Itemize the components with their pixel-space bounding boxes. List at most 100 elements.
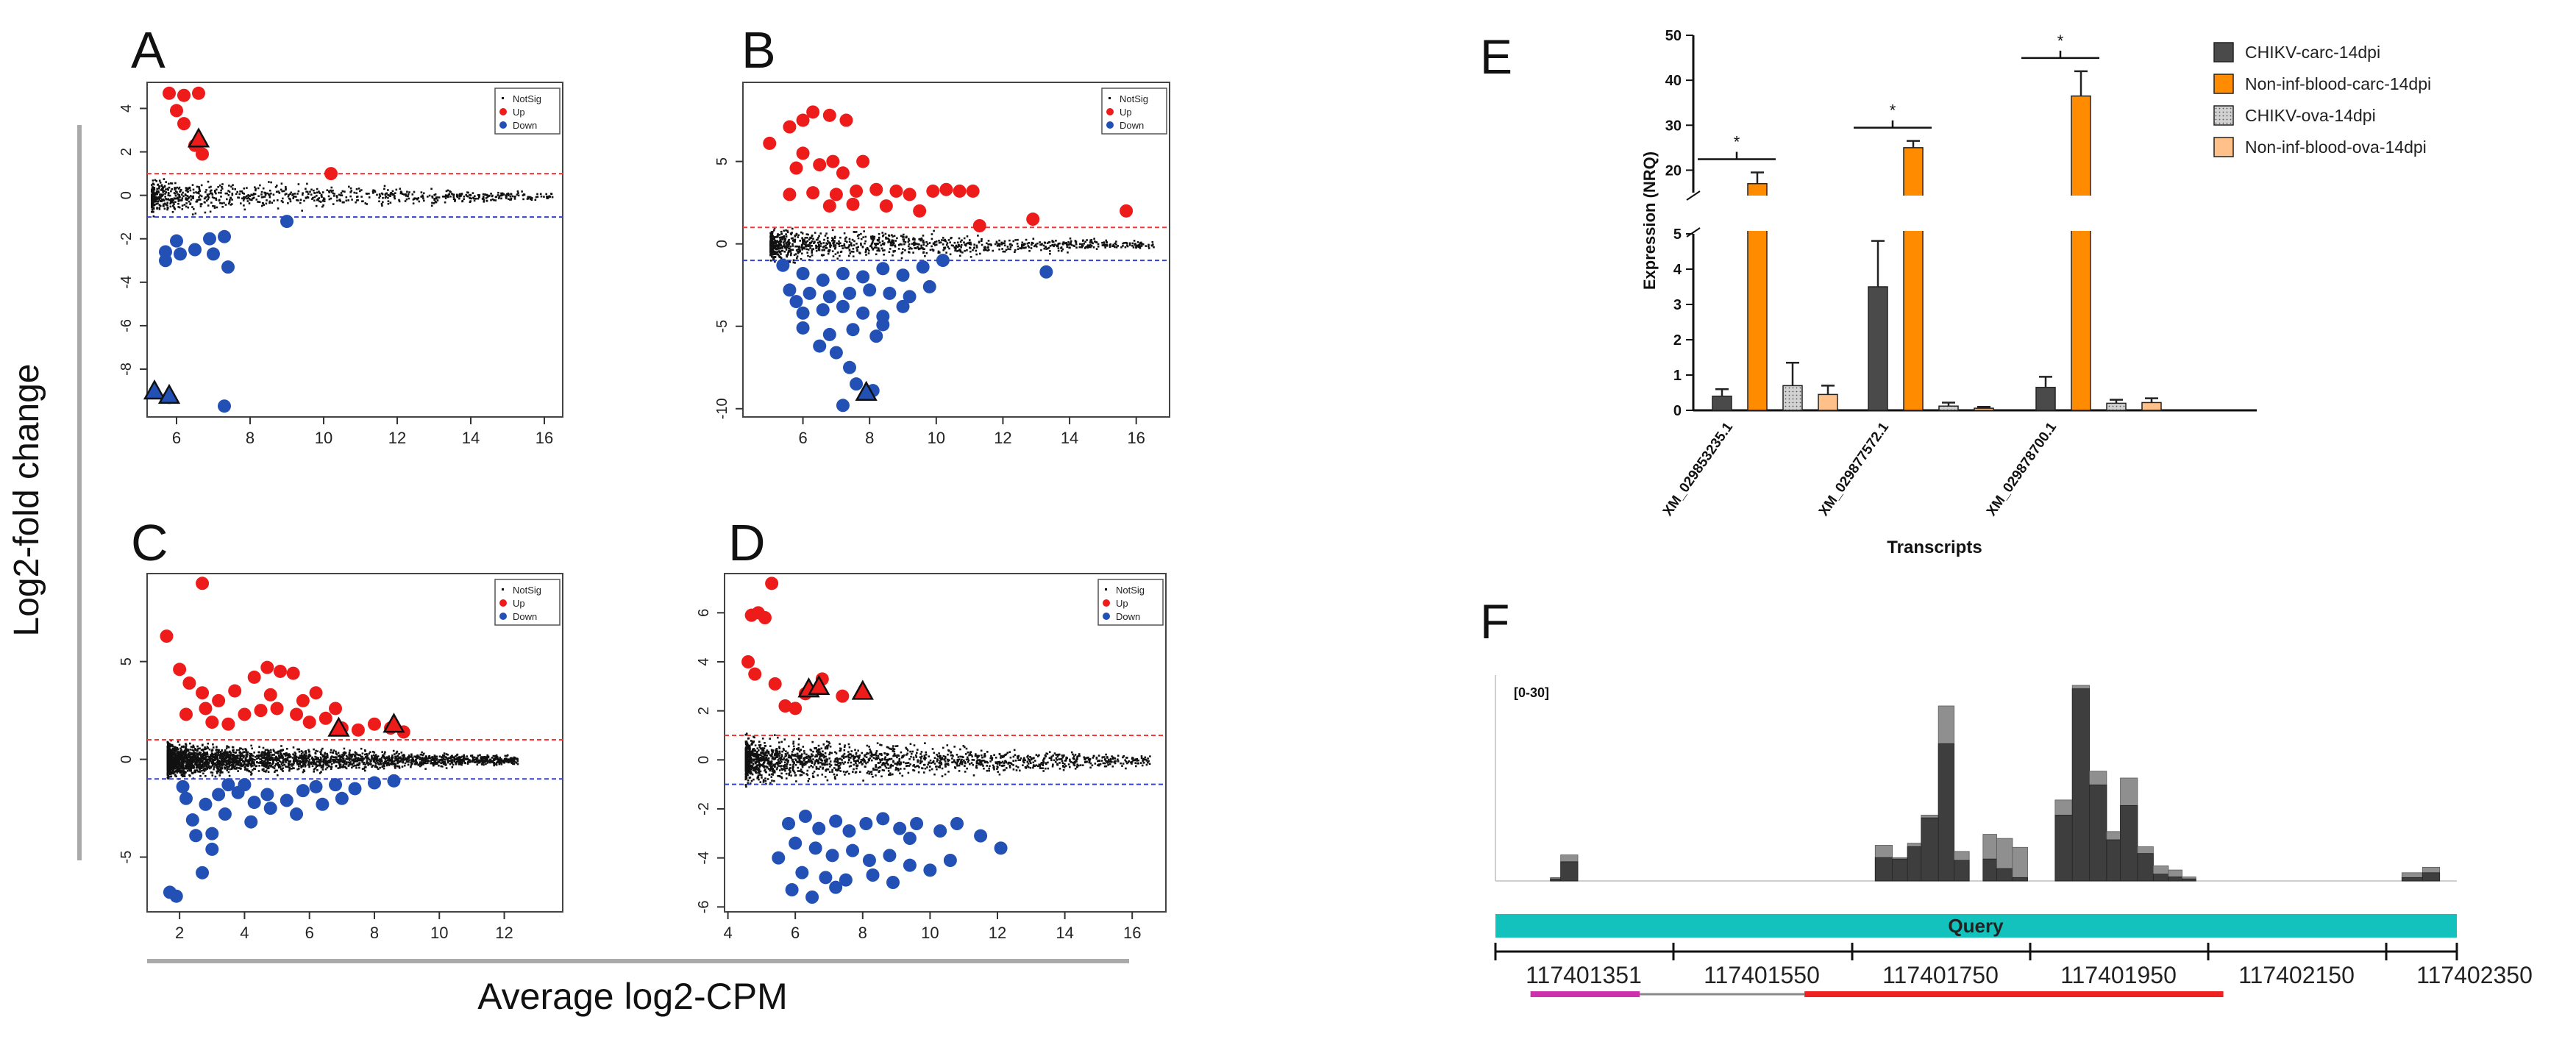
- notsig-point: [236, 190, 238, 193]
- notsig-point: [449, 763, 452, 766]
- notsig-point: [365, 766, 367, 768]
- notsig-point: [981, 243, 983, 246]
- notsig-point: [896, 237, 898, 240]
- notsig-point: [845, 246, 848, 249]
- notsig-point: [171, 201, 174, 204]
- notsig-point: [339, 194, 342, 196]
- notsig-point: [773, 250, 776, 253]
- notsig-point: [1068, 243, 1070, 246]
- y-tick-label: 5: [714, 157, 730, 165]
- notsig-point: [470, 197, 472, 200]
- notsig-point: [791, 237, 794, 240]
- notsig-point: [783, 236, 785, 239]
- panel-label: A: [131, 21, 166, 79]
- notsig-point: [1009, 248, 1011, 251]
- notsig-point: [923, 248, 925, 250]
- notsig-point: [381, 204, 383, 207]
- down-point: [896, 268, 910, 282]
- notsig-point: [424, 760, 426, 763]
- notsig-point: [961, 251, 964, 254]
- notsig-point: [517, 194, 520, 197]
- notsig-point: [238, 196, 240, 199]
- notsig-point: [775, 243, 778, 245]
- notsig-point: [238, 757, 241, 760]
- notsig-point: [241, 755, 243, 757]
- notsig-point: [182, 774, 184, 776]
- notsig-point: [420, 754, 423, 756]
- notsig-point: [213, 766, 216, 768]
- notsig-point: [151, 208, 154, 211]
- notsig-point: [997, 243, 1000, 246]
- notsig-point: [262, 746, 265, 749]
- y-tick-label: 4: [118, 104, 135, 113]
- notsig-point: [158, 179, 161, 182]
- notsig-point: [386, 756, 388, 758]
- notsig-point: [268, 201, 271, 204]
- notsig-point: [289, 760, 291, 763]
- notsig-point: [455, 763, 457, 766]
- notsig-point: [789, 232, 792, 235]
- notsig-point: [501, 759, 504, 762]
- notsig-point: [422, 197, 424, 200]
- notsig-point: [912, 238, 914, 240]
- notsig-point: [776, 240, 779, 242]
- notsig-point: [941, 239, 943, 241]
- notsig-point: [179, 757, 182, 759]
- notsig-point: [1069, 243, 1072, 246]
- notsig-point: [855, 243, 858, 245]
- notsig-point: [806, 251, 808, 254]
- notsig-point: [795, 232, 798, 235]
- notsig-point: [201, 760, 204, 763]
- notsig-point: [275, 752, 277, 754]
- notsig-point: [787, 245, 790, 247]
- notsig-point: [264, 762, 267, 764]
- notsig-point: [203, 770, 206, 772]
- notsig-point: [400, 191, 403, 193]
- notsig-point: [257, 201, 259, 203]
- notsig-point: [227, 766, 230, 768]
- notsig-point: [177, 199, 180, 201]
- notsig-point: [188, 762, 191, 764]
- notsig-point: [1026, 243, 1029, 245]
- notsig-point: [1012, 240, 1015, 243]
- notsig-point: [900, 243, 903, 246]
- notsig-point: [345, 754, 348, 757]
- notsig-point: [450, 761, 453, 763]
- notsig-point: [319, 751, 321, 753]
- notsig-point: [794, 253, 797, 255]
- notsig-point: [1017, 245, 1020, 248]
- notsig-point: [433, 202, 435, 204]
- notsig-point: [839, 254, 841, 257]
- notsig-point: [280, 182, 283, 185]
- notsig-point: [188, 774, 191, 777]
- notsig-point: [187, 752, 190, 755]
- notsig-point: [283, 753, 286, 756]
- notsig-point: [208, 193, 210, 196]
- notsig-point: [180, 769, 183, 772]
- notsig-point: [231, 203, 233, 205]
- notsig-point: [170, 198, 173, 200]
- notsig-point: [786, 254, 788, 257]
- notsig-point: [859, 252, 861, 254]
- notsig-point: [151, 210, 153, 213]
- notsig-point: [367, 757, 370, 760]
- notsig-point: [251, 747, 253, 750]
- notsig-point: [263, 196, 266, 198]
- notsig-point: [349, 759, 351, 761]
- notsig-point: [780, 230, 783, 233]
- notsig-point: [213, 207, 216, 209]
- notsig-point: [484, 193, 486, 196]
- notsig-point: [154, 200, 157, 202]
- notsig-point: [931, 249, 933, 251]
- notsig-point: [1039, 241, 1041, 243]
- notsig-point: [497, 191, 499, 194]
- notsig-point: [807, 254, 809, 257]
- notsig-point: [394, 767, 396, 769]
- notsig-point: [166, 203, 168, 206]
- notsig-point: [945, 251, 947, 254]
- notsig-point: [180, 749, 182, 752]
- notsig-point: [152, 190, 154, 193]
- notsig-point: [152, 179, 154, 182]
- notsig-point: [1139, 247, 1142, 249]
- notsig-point: [224, 757, 227, 760]
